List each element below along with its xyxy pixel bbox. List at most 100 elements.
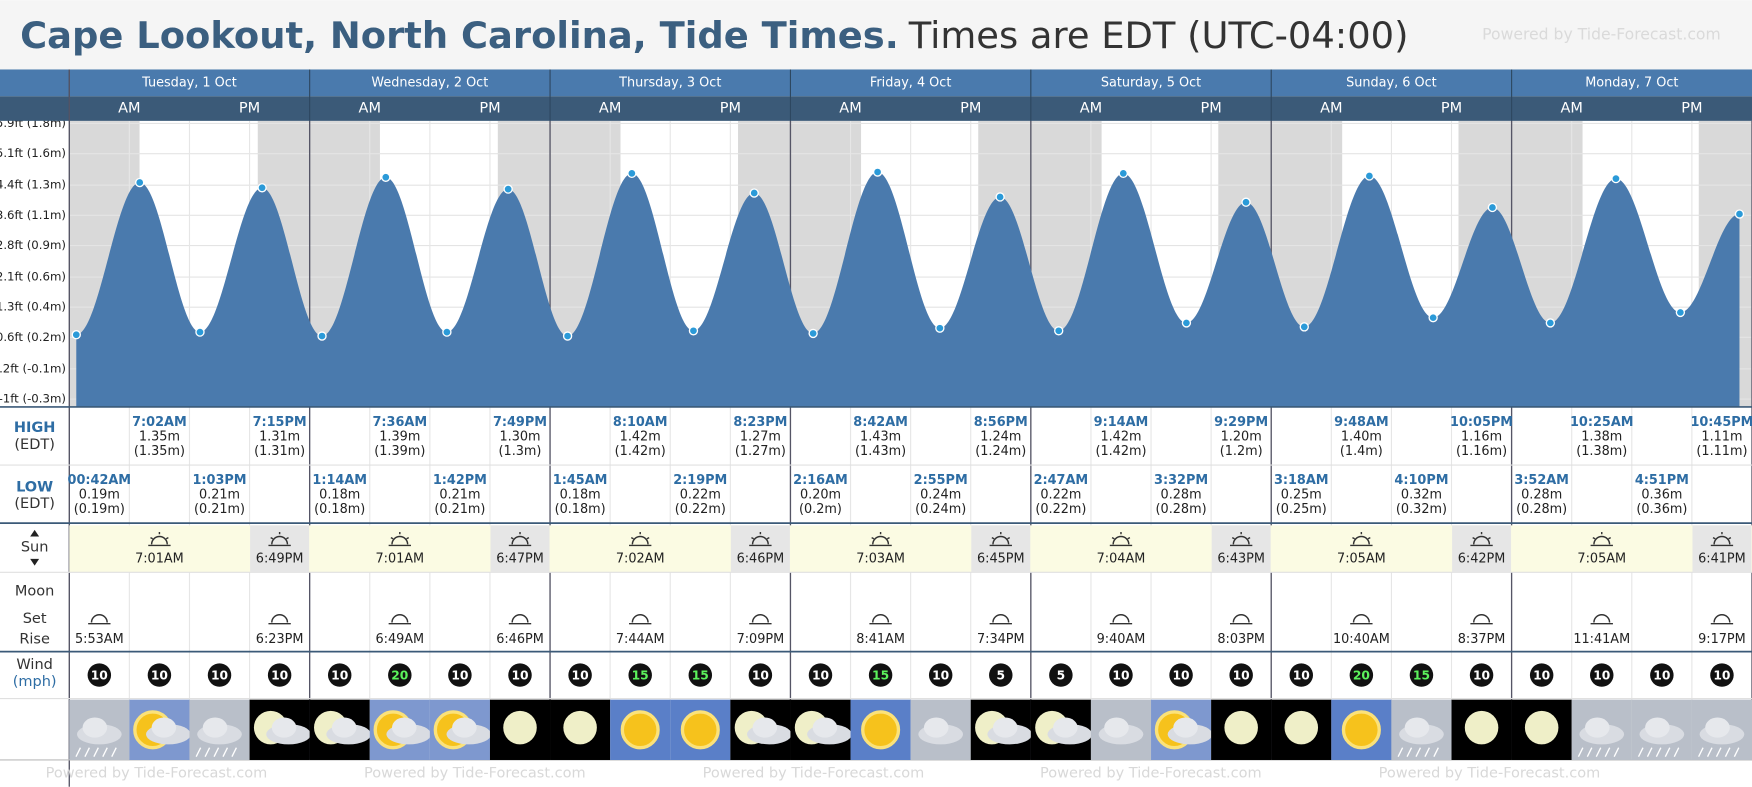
tide-height: 0.19m bbox=[79, 488, 120, 503]
ampm-label: PM bbox=[720, 101, 741, 117]
wind-speed: 15 bbox=[692, 669, 709, 683]
weather-rain bbox=[93, 747, 99, 757]
sunrise-time: 7:03AM bbox=[856, 551, 905, 566]
tide-point bbox=[1364, 171, 1375, 181]
weather-rain bbox=[1637, 747, 1644, 757]
tide-time: 3:32PM bbox=[1154, 473, 1208, 488]
weather-rain bbox=[102, 747, 108, 757]
weather-rain bbox=[1595, 747, 1602, 757]
y-tick-label: 1.3ft (0.4m) bbox=[0, 300, 66, 314]
wind-speed: 5 bbox=[1057, 669, 1066, 683]
wind-speed: 15 bbox=[632, 669, 649, 683]
weather-rain bbox=[84, 747, 90, 757]
weather-rain bbox=[1733, 747, 1740, 757]
moon-icon bbox=[88, 614, 111, 625]
weather-cloud bbox=[82, 717, 108, 738]
wind-badge bbox=[448, 663, 472, 687]
tide-point bbox=[627, 168, 637, 179]
tide-point bbox=[1734, 209, 1745, 219]
weather-cloud bbox=[812, 717, 838, 738]
weather-cloud bbox=[1104, 717, 1129, 738]
wind-badge bbox=[989, 663, 1013, 687]
sun-icon bbox=[148, 532, 171, 547]
tide-point bbox=[1675, 307, 1686, 318]
tide-time: 1:45AM bbox=[553, 473, 608, 488]
tide-time: 7:15PM bbox=[253, 415, 307, 430]
tide-height-alt: (0.19m) bbox=[74, 502, 125, 517]
tide-height-alt: (1.3m) bbox=[499, 444, 542, 459]
weather-cloud bbox=[151, 717, 177, 738]
tide-time: 3:18AM bbox=[1274, 473, 1329, 488]
wind-badge bbox=[1529, 663, 1554, 687]
title-band bbox=[0, 0, 1752, 70]
wind-badge bbox=[1650, 663, 1674, 687]
tide-height: 0.22m bbox=[680, 488, 721, 503]
ampm-label: PM bbox=[239, 101, 260, 117]
wind-badge bbox=[928, 663, 953, 687]
tide-time: 7:36AM bbox=[373, 415, 428, 430]
tide-point bbox=[1181, 318, 1192, 328]
moonrise-time: 8:37PM bbox=[1458, 632, 1506, 647]
tide-height: 0.28m bbox=[1521, 488, 1562, 503]
y-tick-label: 4.4ft (1.3m) bbox=[0, 178, 66, 192]
tide-point bbox=[257, 183, 267, 193]
tide-height-alt: (0.25m) bbox=[1276, 502, 1327, 517]
tide-height-alt: (1.42m) bbox=[615, 444, 666, 459]
moon-icon bbox=[388, 614, 411, 625]
tide-point bbox=[195, 327, 205, 337]
tide-height: 1.35m bbox=[139, 430, 180, 445]
row-label: Set bbox=[23, 611, 47, 627]
wind-speed: 10 bbox=[1713, 669, 1730, 683]
y-tick-label: 2.8ft (0.9m) bbox=[0, 238, 66, 252]
wind-speed: 10 bbox=[1112, 669, 1129, 683]
tide-height-alt: (1.27m) bbox=[735, 444, 786, 459]
ampm-band bbox=[0, 96, 1752, 121]
tide-time: 10:25AM bbox=[1570, 415, 1634, 430]
wind-badge bbox=[207, 663, 232, 687]
wind-badge bbox=[1169, 663, 1193, 687]
weather-rain bbox=[111, 747, 117, 757]
wind-speed: 10 bbox=[91, 669, 108, 683]
tide-point bbox=[1241, 197, 1251, 207]
tide-time: 1:03PM bbox=[192, 473, 246, 488]
weather-cloud bbox=[752, 717, 778, 738]
day-label: Wednesday, 2 Oct bbox=[371, 75, 488, 90]
tide-point bbox=[562, 331, 573, 341]
tide-height: 0.25m bbox=[1281, 488, 1322, 503]
weather-rain bbox=[75, 747, 82, 757]
wind-badge bbox=[147, 663, 172, 687]
tide-time: 9:29PM bbox=[1214, 415, 1268, 430]
tide-height: 0.21m bbox=[199, 488, 240, 503]
sun-icon bbox=[1590, 532, 1613, 547]
wind-speed: 10 bbox=[1473, 669, 1490, 683]
weather-rain bbox=[1724, 747, 1731, 757]
tide-time: 8:10AM bbox=[613, 415, 668, 430]
wind-badge bbox=[868, 663, 893, 687]
ampm-label: AM bbox=[1560, 101, 1582, 117]
weather-rain bbox=[1673, 747, 1680, 757]
moon-icon bbox=[749, 614, 772, 625]
row-label: LOW bbox=[16, 479, 53, 495]
wind-speed: 10 bbox=[211, 669, 228, 683]
row-label: HIGH bbox=[14, 420, 56, 436]
wind-speed: 10 bbox=[1233, 669, 1250, 683]
wind-badge bbox=[1469, 663, 1494, 687]
y-tick-label: -1ft (-0.3m) bbox=[0, 392, 66, 406]
wind-badge bbox=[1109, 663, 1133, 687]
ampm-label: AM bbox=[599, 101, 621, 117]
tide-time: 2:19PM bbox=[673, 473, 727, 488]
weather-rain bbox=[204, 747, 211, 757]
tide-point bbox=[749, 188, 759, 198]
weather-rain bbox=[195, 747, 202, 757]
tide-height-alt: (0.22m) bbox=[1035, 502, 1086, 517]
title-line: Cape Lookout, North Carolina, Tide Times… bbox=[20, 14, 1408, 57]
weather-rain bbox=[1715, 747, 1722, 757]
weather-cloud bbox=[1705, 717, 1730, 738]
weather-cloud bbox=[1053, 717, 1078, 738]
tide-point bbox=[503, 184, 513, 194]
tide-height-alt: (1.38m) bbox=[1576, 444, 1627, 459]
wind-speed: 5 bbox=[997, 669, 1006, 683]
weather-cloud bbox=[271, 717, 297, 738]
